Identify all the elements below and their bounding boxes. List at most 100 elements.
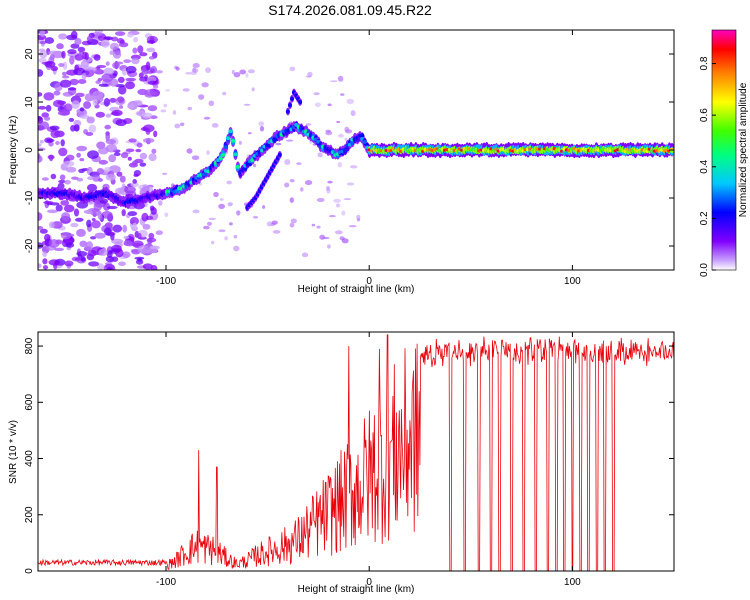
- spectrogram-noise-cell: [118, 42, 129, 48]
- spectrogram-noise-cell: [141, 70, 149, 75]
- spectrogram-noise-cell: [92, 98, 98, 106]
- spectrogram-noise-cell: [152, 84, 159, 89]
- spectrogram-noise-cell: [259, 125, 265, 132]
- spectrogram-noise-cell: [109, 42, 119, 51]
- spectrogram-noise-cell: [79, 158, 85, 162]
- spectrogram-noise-cell: [75, 92, 85, 98]
- spectrogram-noise-cell: [327, 180, 333, 184]
- spectrogram-noise-cell: [122, 251, 131, 258]
- spectrogram-noise-cell: [112, 224, 123, 233]
- spectrogram-noise-cell: [69, 78, 79, 86]
- spectrogram-noise-cell: [105, 139, 117, 145]
- spectrogram-noise-cell: [38, 226, 44, 230]
- spectrogram-noise-cell: [186, 148, 193, 154]
- spectrogram-noise-cell: [236, 210, 241, 216]
- spectrogram-noise-cell: [77, 79, 87, 84]
- spectrogram-noise-cell: [142, 138, 155, 143]
- spectrogram-noise-cell: [243, 103, 251, 106]
- spectrogram-noise-cell: [272, 230, 281, 234]
- snr-ytick-label: 400: [24, 450, 35, 467]
- spectrogram-noise-cell: [333, 198, 341, 203]
- spectrogram-noise-cell: [123, 240, 133, 246]
- spectrogram-noise-cell: [313, 92, 320, 96]
- spectrogram-noise-cell: [118, 261, 126, 267]
- spectrogram-cells: [38, 30, 674, 270]
- spectrogram-noise-cell: [108, 98, 118, 103]
- spectrogram-noise-cell: [67, 49, 77, 55]
- spectrogram-noise-cell: [65, 166, 77, 173]
- spectrogram-branch-cell: [288, 103, 292, 108]
- spectrogram-noise-cell: [222, 91, 227, 96]
- spectrogram-noise-cell: [305, 75, 312, 78]
- spectrogram-noise-cell: [144, 89, 157, 97]
- spectrogram-noise-cell: [227, 202, 233, 207]
- spectrogram-noise-cell: [58, 179, 66, 184]
- spectrogram-noise-cell: [128, 138, 137, 143]
- spectrogram-noise-cell: [145, 61, 151, 71]
- spectrogram-noise-cell: [136, 142, 143, 148]
- spectrogram-noise-cell: [76, 152, 81, 158]
- spectrogram-noise-cell: [61, 212, 71, 221]
- spectrogram-noise-cell: [61, 50, 66, 59]
- spectrogram-noise-cell: [191, 155, 200, 160]
- spectrogram-noise-cell: [50, 173, 57, 180]
- spectrogram-noise-cell: [54, 247, 65, 252]
- spectrogram-noise-cell: [75, 217, 84, 222]
- spectrogram-noise-cell: [86, 116, 95, 124]
- colorbar-label: Normalized spectral amplitude: [738, 82, 749, 217]
- spectrogram-noise-cell: [71, 100, 80, 109]
- spectrogram-noise-cell: [349, 165, 358, 169]
- spectrogram-noise-cell: [238, 140, 242, 145]
- spectrogram-noise-cell: [231, 69, 235, 75]
- spectrogram-noise-cell: [44, 116, 51, 121]
- spectrogram-noise-cell: [290, 218, 297, 224]
- spectrogram-noise-cell: [77, 46, 86, 53]
- spectrogram-noise-cell: [146, 40, 156, 44]
- spectrogram-noise-cell: [192, 63, 200, 68]
- spectrogram-noise-cell: [174, 123, 181, 129]
- spectrogram-noise-cell: [45, 104, 52, 112]
- spectrogram-noise-cell: [301, 252, 309, 258]
- spectrogram-noise-cell: [38, 34, 47, 40]
- spectrogram-noise-cell: [117, 76, 125, 83]
- spectrogram-noise-cell: [258, 121, 265, 127]
- spectrogram-noise-cell: [155, 70, 163, 74]
- snr-xtick-label: -100: [156, 577, 176, 588]
- spectrogram-noise-cell: [346, 182, 355, 186]
- spectrogram-noise-cell: [46, 209, 58, 214]
- spectrogram-noise-cell: [101, 211, 113, 219]
- spectrogram-noise-cell: [106, 267, 113, 270]
- spectrogram-noise-cell: [148, 153, 157, 162]
- spectrogram-noise-cell: [164, 212, 169, 218]
- spectrogram-noise-cell: [251, 87, 255, 92]
- spectrogram-noise-cell: [207, 221, 212, 226]
- colorbar-gradient: [712, 30, 736, 270]
- spectrogram-noise-cell: [42, 258, 48, 265]
- spectrogram-noise-cell: [90, 236, 97, 240]
- snr-ytick-label: 200: [24, 506, 35, 523]
- spectrogram-noise-cell: [336, 120, 341, 124]
- spectrogram-noise-cell: [344, 126, 350, 132]
- spectrogram-noise-cell: [41, 112, 49, 118]
- spectrogram-noise-cell: [38, 143, 42, 147]
- spectrogram-noise-cell: [97, 263, 104, 270]
- spectrogram-noise-cell: [219, 198, 224, 201]
- spectrogram-noise-cell: [322, 236, 330, 240]
- spectrogram-noise-cell: [39, 49, 48, 59]
- spectrogram-noise-cell: [341, 238, 349, 244]
- spectrogram-noise-cell: [100, 39, 110, 48]
- spectrogram-noise-cell: [61, 75, 70, 79]
- spectrogram-branch-cell: [277, 152, 282, 157]
- colorbar-tick-label: 0.6: [699, 108, 710, 122]
- spectrogram-noise-cell: [86, 219, 92, 228]
- spectrogram-noise-cell: [148, 56, 155, 60]
- spectrogram-noise-cell: [118, 105, 124, 109]
- spectrogram-noise-cell: [39, 228, 48, 234]
- spectrogram-noise-cell: [327, 103, 332, 107]
- spectrogram-noise-cell: [112, 62, 120, 69]
- spectrogram-noise-cell: [70, 30, 78, 39]
- spectrogram-noise-cell: [106, 250, 113, 258]
- spectrogram-noise-cell: [123, 59, 132, 63]
- spectrogram-noise-cell: [226, 180, 232, 185]
